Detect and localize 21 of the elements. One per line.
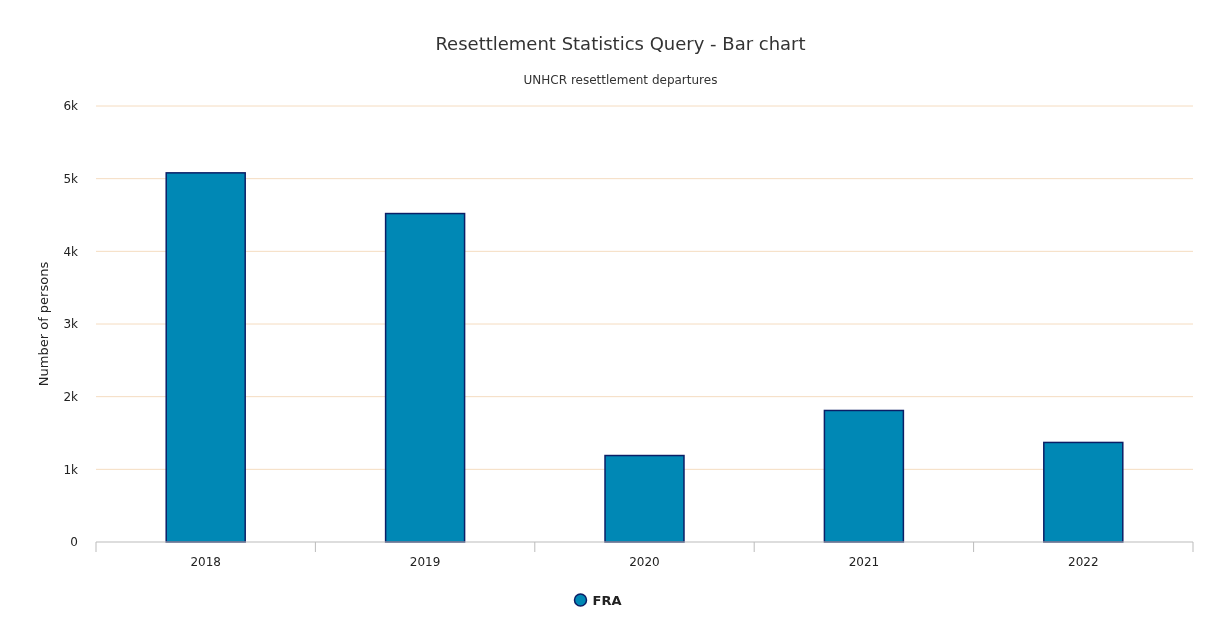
x-tick-label: 2019 [409, 555, 441, 569]
bar [604, 454, 685, 543]
bar [1043, 441, 1124, 543]
x-tick-label: 2018 [190, 555, 221, 569]
y-tick-label: 0 [70, 535, 78, 550]
chart-subtitle: UNHCR resettlement departures [523, 73, 718, 87]
x-tick-label: 2021 [848, 555, 880, 569]
y-tick-label: 2k [63, 389, 79, 404]
y-tick-label: 3k [63, 317, 79, 332]
legend-label: FRA [592, 592, 622, 608]
y-tick-label: 4k [63, 244, 79, 259]
bar [165, 172, 246, 543]
y-tick-label: 5k [63, 171, 79, 186]
x-tick-label: 2022 [1068, 555, 1099, 569]
x-tick-label: 2020 [629, 555, 660, 569]
bar [823, 409, 905, 543]
y-tick-label: 6k [63, 99, 79, 114]
bar [384, 212, 466, 543]
y-tick-label: 1k [63, 462, 79, 477]
y-axis-title: Number of persons [36, 261, 51, 387]
chart-title: Resettlement Statistics Query - Bar chart [435, 33, 806, 54]
